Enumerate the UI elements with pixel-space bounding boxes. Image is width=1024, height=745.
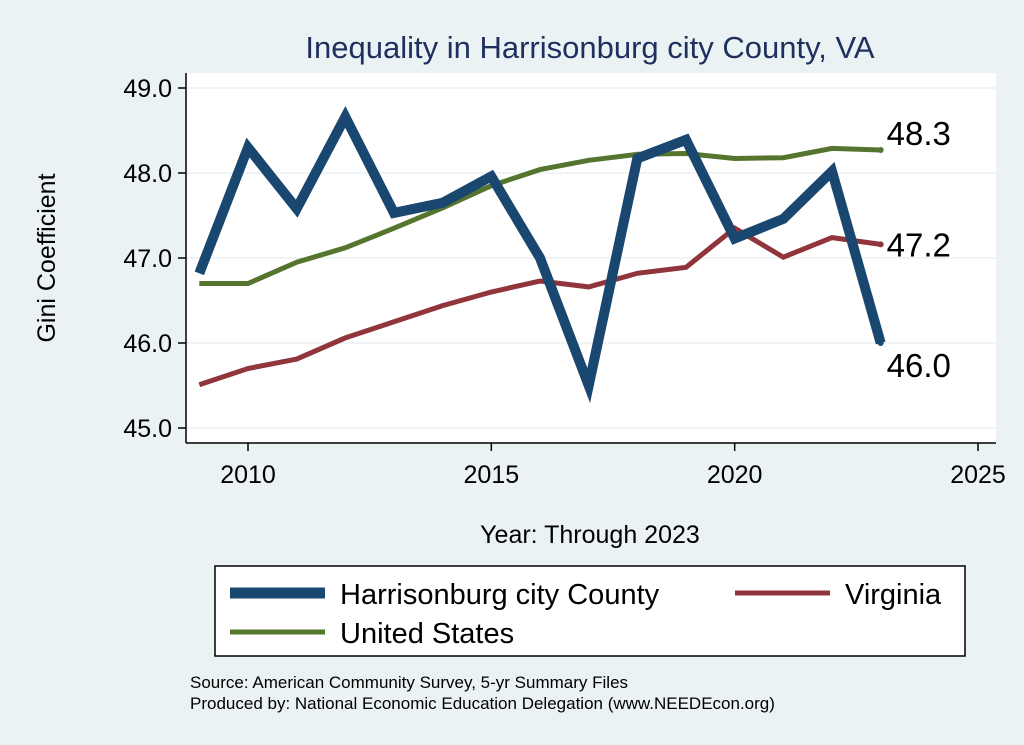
legend-label-harrisonburg: Harrisonburg city County — [340, 579, 660, 611]
x-tick-label: 2010 — [220, 461, 276, 489]
legend-label-united-states: United States — [340, 618, 514, 650]
y-tick-label: 48.0 — [123, 160, 172, 188]
end-point-united-states — [877, 147, 884, 154]
y-tick-label: 49.0 — [123, 75, 172, 103]
series-line-united-states — [199, 145, 881, 286]
x-axis-title: Year: Through 2023 — [480, 521, 700, 549]
series-line-virginia — [198, 225, 882, 388]
label-layer: 46.0 47.2 48.3 — [887, 115, 951, 384]
y-axis-title: Gini Coefficient — [33, 173, 61, 342]
series-layer — [194, 106, 886, 404]
y-tick-label: 47.0 — [123, 245, 172, 273]
end-label-united-states: 48.3 — [887, 115, 951, 152]
end-label-virginia: 47.2 — [887, 226, 951, 263]
legend-box — [214, 565, 966, 657]
chart-title: Inequality in Harrisonburg city County, … — [305, 30, 874, 65]
x-tick-label: 2015 — [464, 461, 520, 489]
source-note: Source: American Community Survey, 5-yr … — [190, 673, 628, 692]
end-label-harrisonburg: 46.0 — [887, 347, 951, 384]
y-tick-label: 45.0 — [123, 415, 172, 443]
legend: Harrisonburg city County Virginia United… — [214, 565, 966, 657]
end-point-virginia — [877, 241, 884, 248]
legend-label-virginia: Virginia — [845, 579, 942, 611]
series-line-harrisonburg — [194, 106, 886, 404]
producer-note: Produced by: National Economic Education… — [190, 694, 775, 713]
y-tick-label: 46.0 — [123, 330, 172, 358]
tick-layer: 45.0 46.0 47.0 48.0 49.0 2010 2015 2020 2025 — [123, 75, 1005, 489]
end-point-harrisonburg — [877, 340, 884, 346]
x-tick-label: 2020 — [707, 461, 763, 489]
x-tick-label: 2025 — [950, 461, 1006, 489]
